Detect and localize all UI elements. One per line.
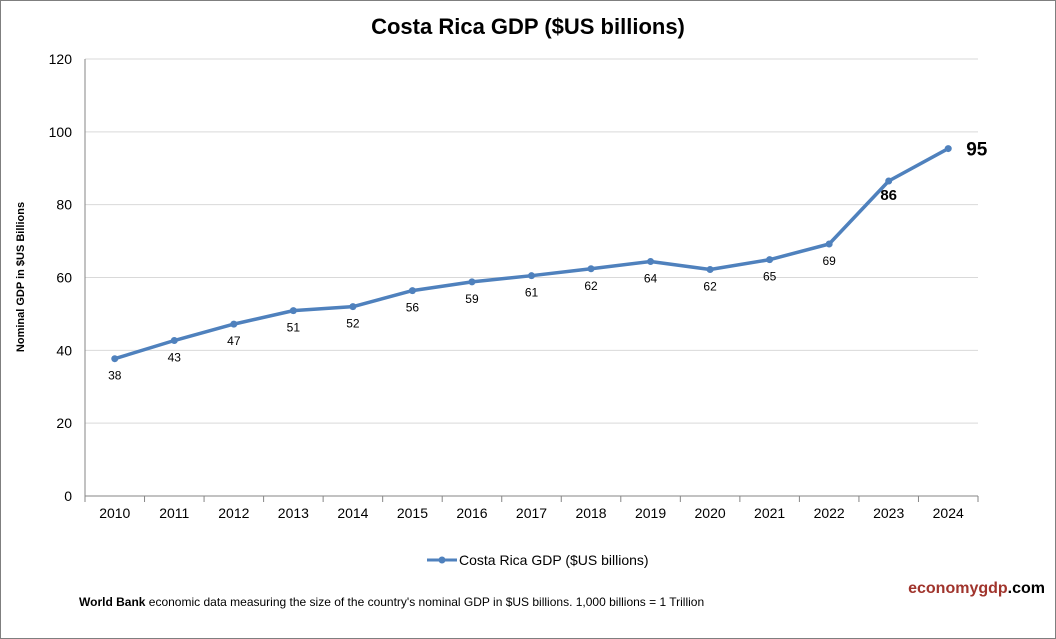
data-point bbox=[587, 265, 595, 273]
y-tick-label: 120 bbox=[49, 51, 73, 67]
x-tick-label: 2021 bbox=[754, 505, 785, 521]
x-tick-label: 2024 bbox=[933, 505, 964, 521]
legend-label: Costa Rica GDP ($US billions) bbox=[459, 552, 649, 568]
logo-domain: .com bbox=[1007, 580, 1045, 597]
data-point bbox=[468, 278, 476, 286]
data-point bbox=[111, 355, 119, 363]
data-label: 65 bbox=[763, 270, 777, 284]
data-label: 51 bbox=[287, 321, 301, 335]
y-tick-label: 0 bbox=[64, 488, 72, 504]
data-point bbox=[528, 272, 535, 280]
data-point bbox=[230, 320, 238, 328]
data-label: 59 bbox=[465, 292, 479, 306]
x-tick-label: 2012 bbox=[218, 505, 249, 521]
plot-area: 0 20 40 60 80 100 120 2010 2011 2012 2013 2014 2015 2… bbox=[49, 51, 988, 521]
source-note: World Bank economic data measuring the s… bbox=[79, 595, 704, 609]
data-label: 95 bbox=[966, 140, 988, 161]
x-tick-label: 2010 bbox=[99, 505, 130, 521]
data-label: 56 bbox=[406, 301, 420, 315]
source-name: World Bank bbox=[79, 595, 146, 609]
data-label: 62 bbox=[584, 279, 598, 293]
y-tick-label: 60 bbox=[56, 270, 72, 286]
x-tick-label: 2013 bbox=[278, 505, 309, 521]
data-label: 47 bbox=[227, 334, 241, 348]
data-point bbox=[825, 240, 833, 248]
data-point bbox=[944, 145, 952, 153]
x-tick-label: 2016 bbox=[456, 505, 487, 521]
data-label: 38 bbox=[108, 369, 122, 383]
y-tick-label: 20 bbox=[56, 415, 72, 431]
data-label: 69 bbox=[822, 254, 836, 268]
y-tick-label: 80 bbox=[56, 197, 72, 213]
x-tick-label: 2015 bbox=[397, 505, 428, 521]
x-tick-label: 2017 bbox=[516, 505, 547, 521]
y-tick-label: 100 bbox=[49, 124, 73, 140]
data-point bbox=[706, 265, 714, 273]
data-point bbox=[170, 337, 178, 345]
data-point bbox=[408, 287, 416, 295]
x-tick-label: 2023 bbox=[873, 505, 904, 521]
data-label: 62 bbox=[703, 279, 717, 293]
logo: economygdp.com bbox=[908, 580, 1045, 598]
data-point bbox=[289, 307, 297, 315]
data-point bbox=[647, 257, 655, 265]
data-label: 64 bbox=[644, 271, 658, 285]
data-point bbox=[766, 256, 774, 264]
data-point bbox=[349, 303, 357, 311]
data-label: 86 bbox=[880, 187, 897, 204]
x-tick-label: 2011 bbox=[159, 505, 189, 521]
x-tick-label: 2020 bbox=[695, 505, 726, 521]
x-tick-label: 2019 bbox=[635, 505, 666, 521]
data-label: 61 bbox=[525, 286, 539, 300]
data-point bbox=[885, 177, 893, 185]
chart-title: Costa Rica GDP ($US billions) bbox=[371, 14, 685, 39]
data-label: 43 bbox=[168, 351, 182, 365]
x-tick-label: 2022 bbox=[814, 505, 845, 521]
x-tick-label: 2014 bbox=[337, 505, 368, 521]
logo-text: economygdp bbox=[908, 580, 1008, 597]
legend-marker-icon bbox=[427, 556, 457, 564]
source-text: economic data measuring the size of the … bbox=[145, 595, 705, 609]
y-tick-label: 40 bbox=[56, 342, 72, 358]
data-label: 52 bbox=[346, 317, 360, 331]
legend: Costa Rica GDP ($US billions) bbox=[427, 552, 649, 568]
x-tick-label: 2018 bbox=[575, 505, 606, 521]
